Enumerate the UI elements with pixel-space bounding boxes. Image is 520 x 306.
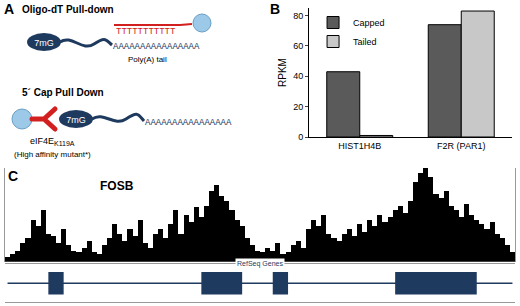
- html-text:C: C: [8, 168, 19, 184]
- svg-text:RPKM: RPKM: [277, 58, 288, 87]
- html-text:B: B: [270, 1, 281, 17]
- svg-text:AAAAAAAAAAAAAAAA: AAAAAAAAAAAAAAAA: [113, 42, 200, 52]
- svg-text:RefSeq Genes: RefSeq Genes: [237, 260, 283, 268]
- svg-text:FOSB: FOSB: [100, 179, 134, 193]
- svg-text:80: 80: [293, 11, 303, 21]
- svg-text:HIST1H4B: HIST1H4B: [338, 141, 381, 151]
- svg-text:Tailed: Tailed: [353, 37, 377, 47]
- html-text:A: A: [4, 1, 15, 17]
- svg-text:AAAAAAAAAAAAAAAA: AAAAAAAAAAAAAAAA: [145, 118, 232, 128]
- svg-text:7mG: 7mG: [34, 38, 54, 48]
- svg-text:F2R (PAR1): F2R (PAR1): [437, 141, 485, 151]
- svg-text:20: 20: [293, 102, 303, 112]
- svg-text:(High affinity mutant*): (High affinity mutant*): [14, 150, 91, 159]
- svg-text:Capped: Capped: [353, 18, 385, 28]
- svg-text:40: 40: [293, 71, 303, 81]
- svg-text:0: 0: [298, 132, 303, 142]
- svg-text:TTTTTTTTTTT: TTTTTTTTTTT: [116, 27, 176, 37]
- svg-text:eIF4EK119A: eIF4EK119A: [30, 136, 75, 147]
- svg-text:5´ Cap Pull Down: 5´ Cap Pull Down: [22, 87, 104, 98]
- svg-text:60: 60: [293, 41, 303, 51]
- svg-text:Oligo-dT Pull-down: Oligo-dT Pull-down: [22, 4, 114, 15]
- svg-text:Poly(A) tail: Poly(A) tail: [128, 55, 167, 64]
- svg-text:7mG: 7mG: [66, 115, 86, 125]
